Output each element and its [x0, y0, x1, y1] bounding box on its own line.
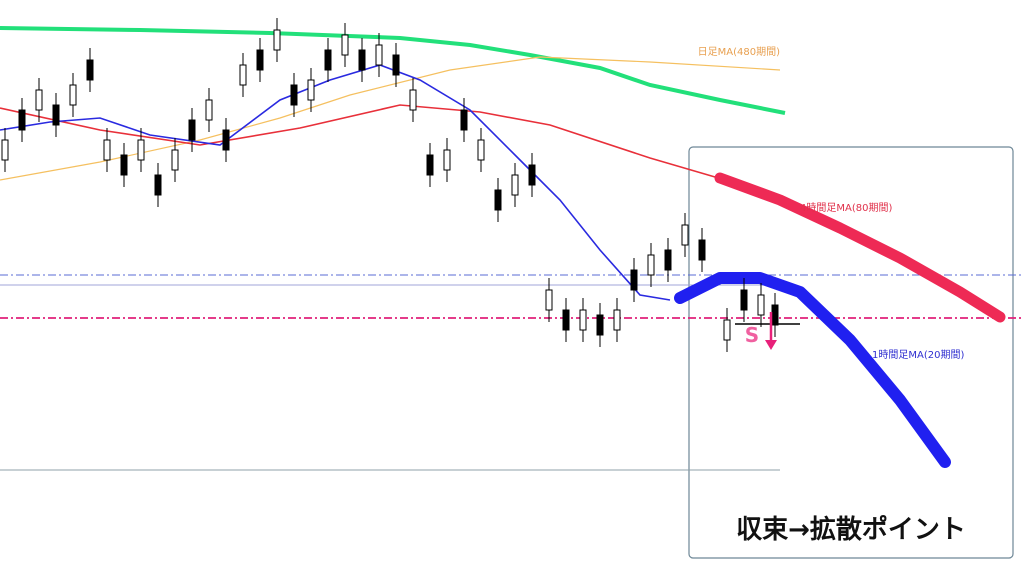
candle-body	[18, 109, 26, 131]
candle-body	[205, 99, 213, 121]
candle-body	[647, 254, 655, 276]
candle-body	[69, 84, 77, 106]
candle-body	[579, 309, 587, 331]
candle-body	[307, 79, 315, 101]
signal-label: S	[745, 323, 759, 347]
h1-ma-label: 1時間足MA(20期間)	[872, 349, 964, 361]
candle-body	[120, 154, 128, 176]
candle-body	[443, 149, 451, 171]
candle-body	[545, 289, 553, 311]
h4-ma-highlight	[714, 172, 1006, 323]
candle-body	[256, 49, 264, 71]
candle-body	[358, 49, 366, 71]
candle-body	[494, 189, 502, 211]
candle-body	[171, 149, 179, 171]
candle-body	[137, 139, 145, 161]
daily-ma-line	[0, 26, 786, 115]
candle-body	[528, 164, 536, 186]
candle-body	[52, 104, 60, 126]
candle-body	[409, 89, 417, 111]
candle-body	[86, 59, 94, 81]
daily-ma-orange	[0, 56, 781, 181]
candle-body	[664, 249, 672, 271]
candle-body	[613, 309, 621, 331]
candles	[1, 18, 779, 352]
candle-body	[771, 304, 779, 326]
focus-box	[688, 146, 1014, 559]
h4-ma-label: 4時間足MA(80期間)	[800, 202, 892, 214]
candle-body	[596, 314, 604, 336]
candle-body	[35, 89, 43, 111]
candle-body	[324, 49, 332, 71]
candle-body	[723, 319, 731, 341]
h4-ma-line	[0, 104, 716, 178]
candle-body	[757, 294, 765, 316]
candle-body	[375, 44, 383, 66]
candle-body	[460, 109, 468, 131]
candle-body	[154, 174, 162, 196]
candle-body	[273, 29, 281, 51]
candle-body	[477, 139, 485, 161]
signal-arrowhead	[765, 340, 777, 350]
candle-body	[630, 269, 638, 291]
daily-ma-label: 日足MA(480期間)	[698, 46, 780, 58]
candle-body	[222, 129, 230, 151]
candle-body	[511, 174, 519, 196]
candle-body	[239, 64, 247, 86]
candle-body	[1, 139, 9, 161]
caption: 収束→拡散ポイント	[736, 514, 966, 545]
h1-ma-highlight	[674, 272, 951, 468]
candle-body	[562, 309, 570, 331]
candle-body	[188, 119, 196, 141]
candle-body	[740, 289, 748, 311]
candle-body	[103, 139, 111, 161]
candle-body	[341, 34, 349, 56]
candle-body	[426, 154, 434, 176]
candle-body	[681, 224, 689, 246]
candle-body	[290, 84, 298, 106]
candle-body	[392, 54, 400, 76]
candle-body	[698, 239, 706, 261]
